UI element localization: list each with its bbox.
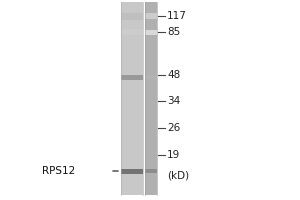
Bar [145,2,157,195]
Bar [145,169,157,173]
Text: (kD): (kD) [167,170,189,180]
Text: 34: 34 [167,96,180,106]
Bar [121,74,143,79]
Text: 26: 26 [167,123,180,133]
Bar [121,12,143,20]
Bar [121,29,143,35]
Bar [145,29,157,34]
Text: 85: 85 [167,27,180,37]
Bar [121,168,143,173]
Text: RPS12: RPS12 [42,166,75,176]
Text: 19: 19 [167,150,180,160]
Bar [145,13,157,19]
Bar [145,75,157,79]
Text: 48: 48 [167,70,180,80]
Text: 117: 117 [167,11,187,21]
Bar [121,2,143,195]
